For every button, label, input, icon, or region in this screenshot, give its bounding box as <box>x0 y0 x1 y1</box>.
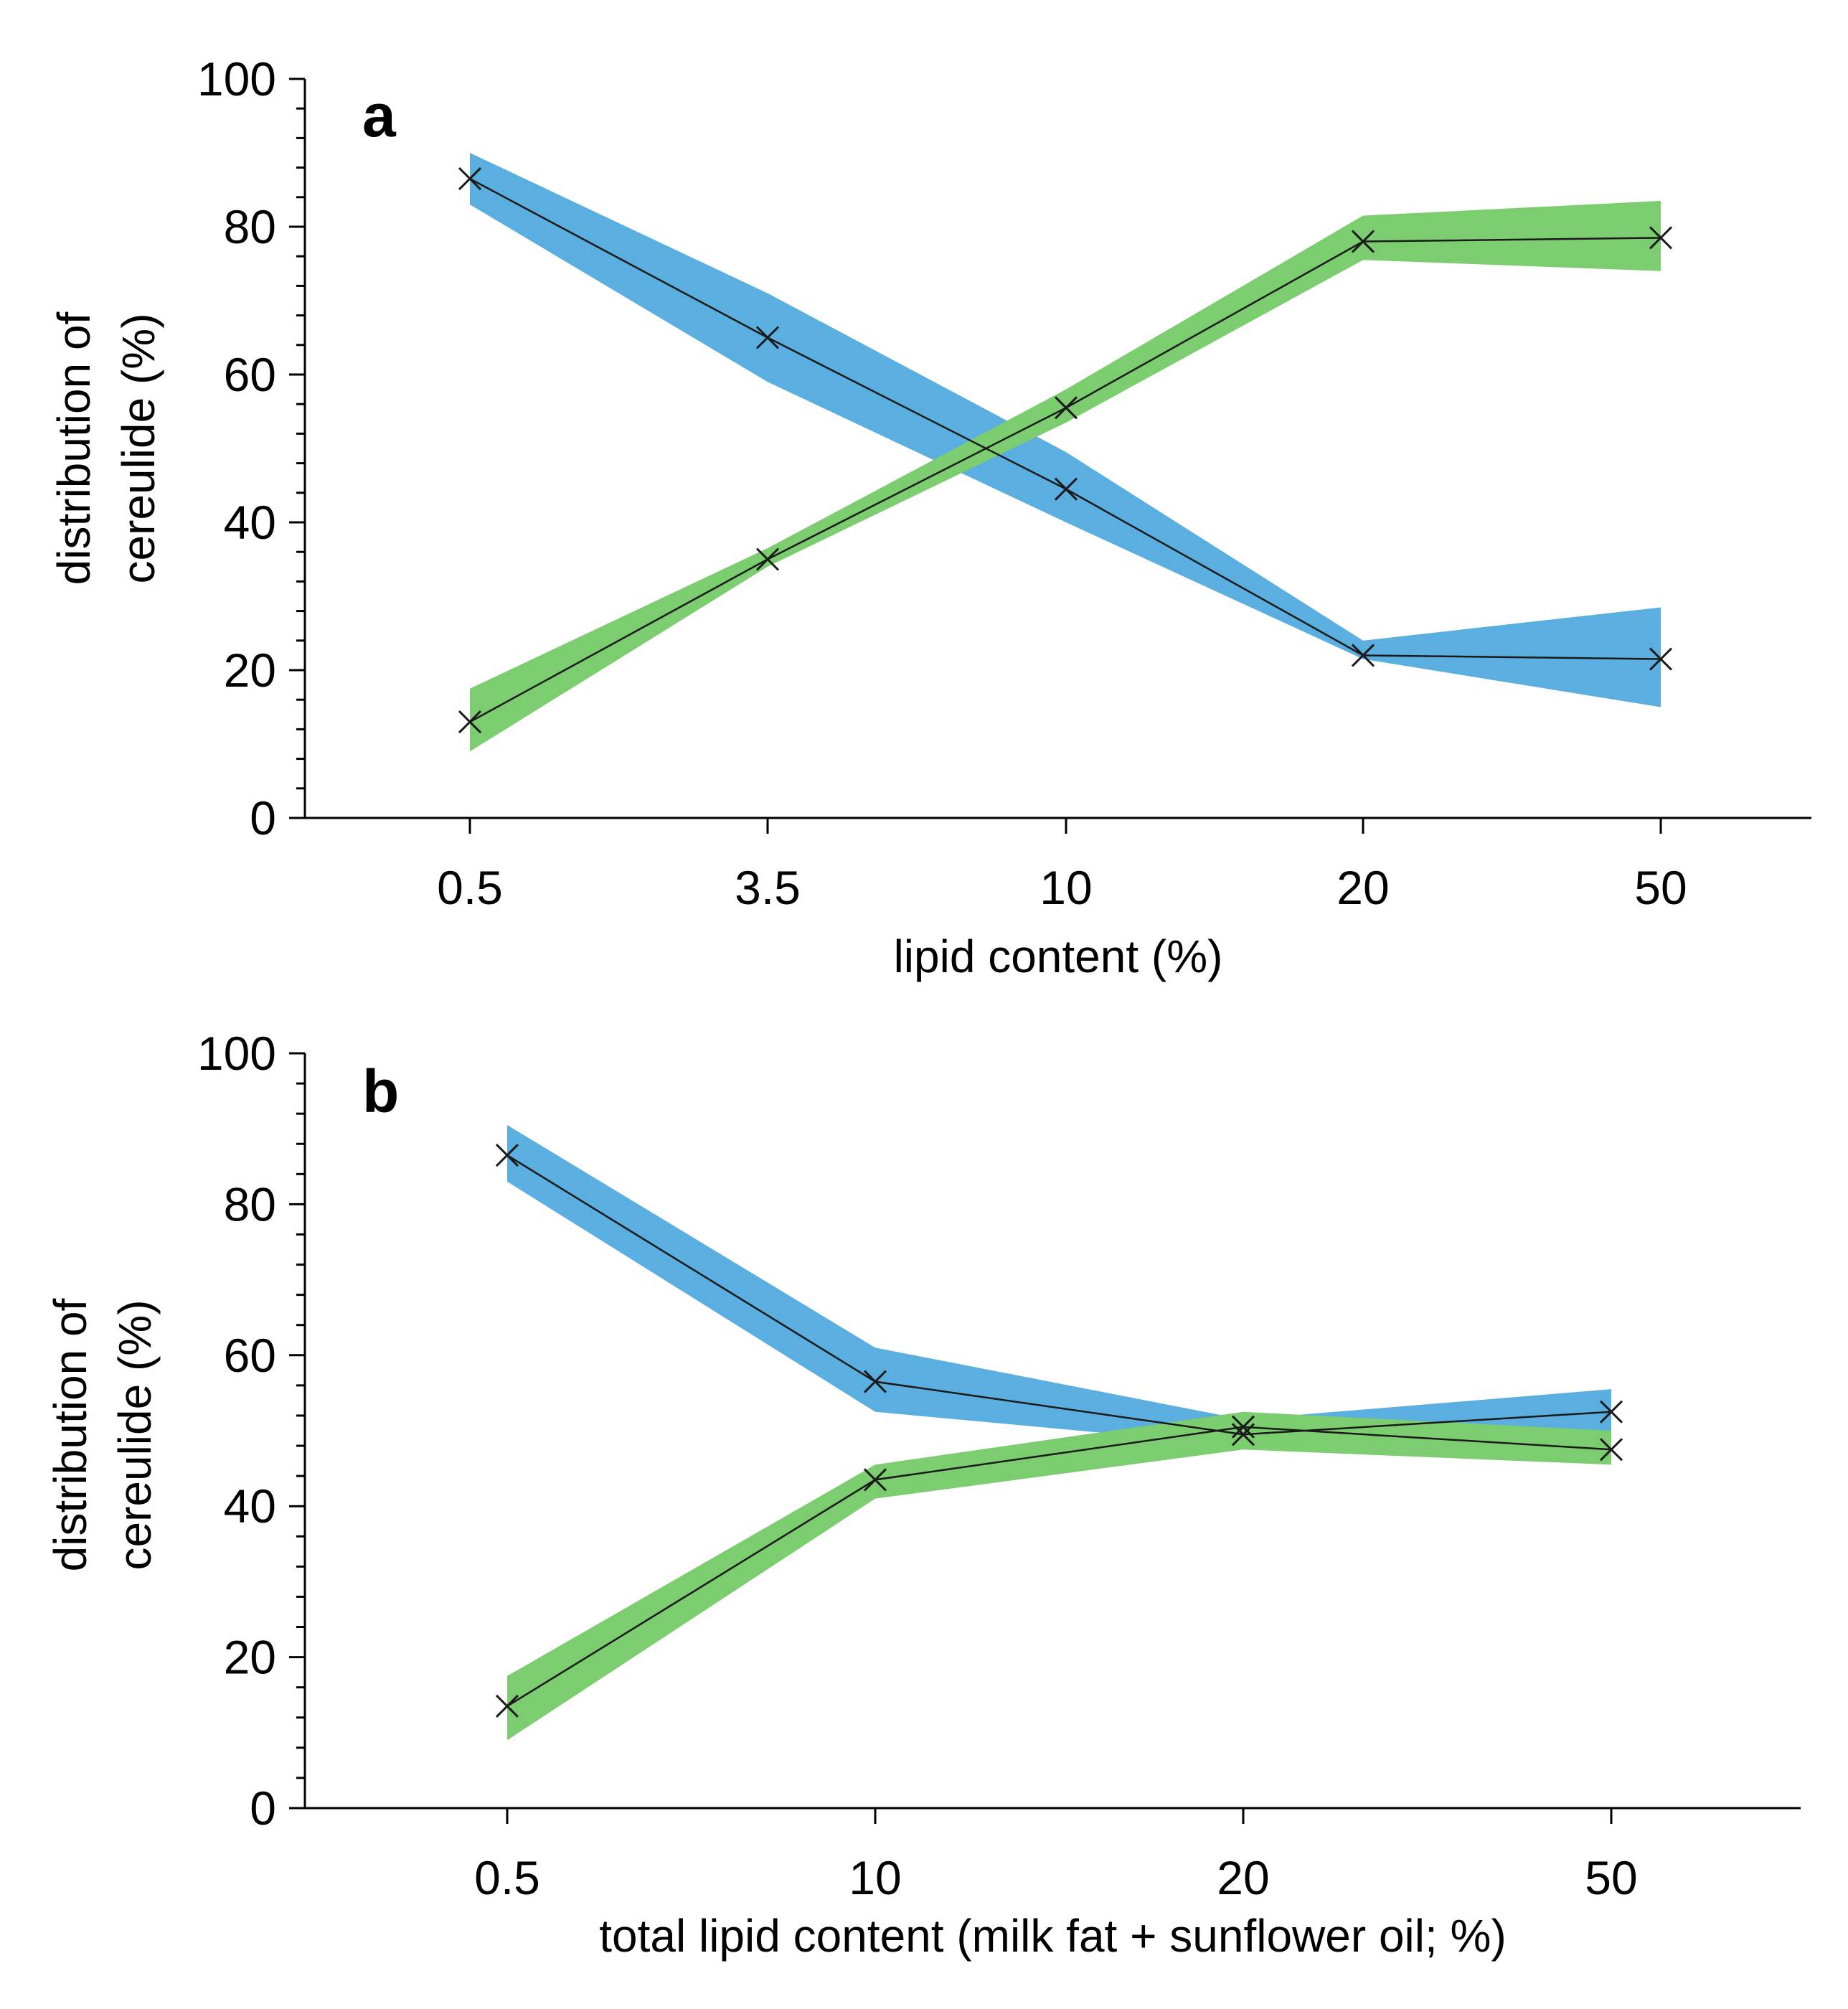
panel-letter: b <box>362 1058 399 1125</box>
y-tick-label: 60 <box>224 1329 276 1382</box>
series-2-band <box>507 1411 1611 1741</box>
y-tick-label: 80 <box>224 200 276 253</box>
series-1-point-50 <box>1599 1400 1623 1424</box>
series-1-point-50 <box>1649 647 1673 671</box>
x-tick-label: 50 <box>1585 1851 1637 1904</box>
series-1-point-10 <box>863 1370 887 1393</box>
chart-panel-a: 0 20 40 60 80 100 0.5 3.5 10 20 50 lipid content (%… <box>48 52 1811 982</box>
x-tick-label: 50 <box>1634 861 1687 914</box>
series-2-band <box>470 200 1661 752</box>
y-tick-label: 40 <box>224 1479 276 1533</box>
series-2-point-10 <box>863 1468 887 1492</box>
series-2-point-20 <box>1231 1415 1255 1439</box>
y-tick-label: 100 <box>197 1027 276 1080</box>
y-tick-label: 20 <box>224 1631 276 1684</box>
series-2-point-3.5 <box>755 547 780 571</box>
x-tick-label: 0.5 <box>474 1851 540 1904</box>
series-2-point-20 <box>1351 230 1375 253</box>
series-2-point-0.5 <box>495 1694 519 1718</box>
y-tick-label: 0 <box>250 1782 276 1835</box>
series-2-point-10 <box>1054 396 1078 420</box>
y-tick-label: 20 <box>224 644 276 697</box>
series-1-point-0.5 <box>495 1143 519 1167</box>
x-tick-label: 10 <box>1040 861 1092 914</box>
y-axis-title-line-2: cereulide (%) <box>109 1299 161 1570</box>
series-1-point-10 <box>1054 477 1078 501</box>
series-1-point-0.5 <box>458 166 482 191</box>
x-tick-label: 20 <box>1336 861 1389 914</box>
y-axis-title-line-1: distribution of <box>48 311 100 585</box>
series-2-point-0.5 <box>458 710 482 734</box>
y-axis-title-line-1: distribution of <box>44 1298 96 1571</box>
series-2-line <box>506 1426 1612 1708</box>
x-tick-label: 0.5 <box>437 861 503 914</box>
x-axis-title: lipid content (%) <box>894 931 1223 982</box>
x-axis-title: total lipid content (milk fat + sunflowe… <box>599 1910 1507 1962</box>
y-axis-title-line-2: cereulide (%) <box>113 313 164 583</box>
panel-letter: a <box>362 82 397 149</box>
series-1-band <box>507 1124 1611 1446</box>
series-2-point-50 <box>1649 226 1673 250</box>
series-1-line <box>506 1154 1612 1436</box>
series-1-band <box>470 153 1661 707</box>
y-tick-label: 60 <box>224 348 276 401</box>
y-tick-label: 40 <box>224 496 276 549</box>
chart-panel-b: 0 20 40 60 80 100 0.5 10 20 50 total lipid content… <box>44 1027 1801 1962</box>
x-tick-label: 10 <box>849 1851 901 1904</box>
x-tick-label: 20 <box>1217 1851 1269 1904</box>
series-1-point-3.5 <box>755 326 780 349</box>
series-1-point-20 <box>1351 644 1375 667</box>
y-tick-label: 100 <box>197 52 276 105</box>
y-tick-label: 80 <box>224 1177 276 1231</box>
series-2-point-50 <box>1599 1438 1623 1462</box>
x-tick-label: 3.5 <box>735 861 801 914</box>
y-tick-label: 0 <box>250 791 276 844</box>
